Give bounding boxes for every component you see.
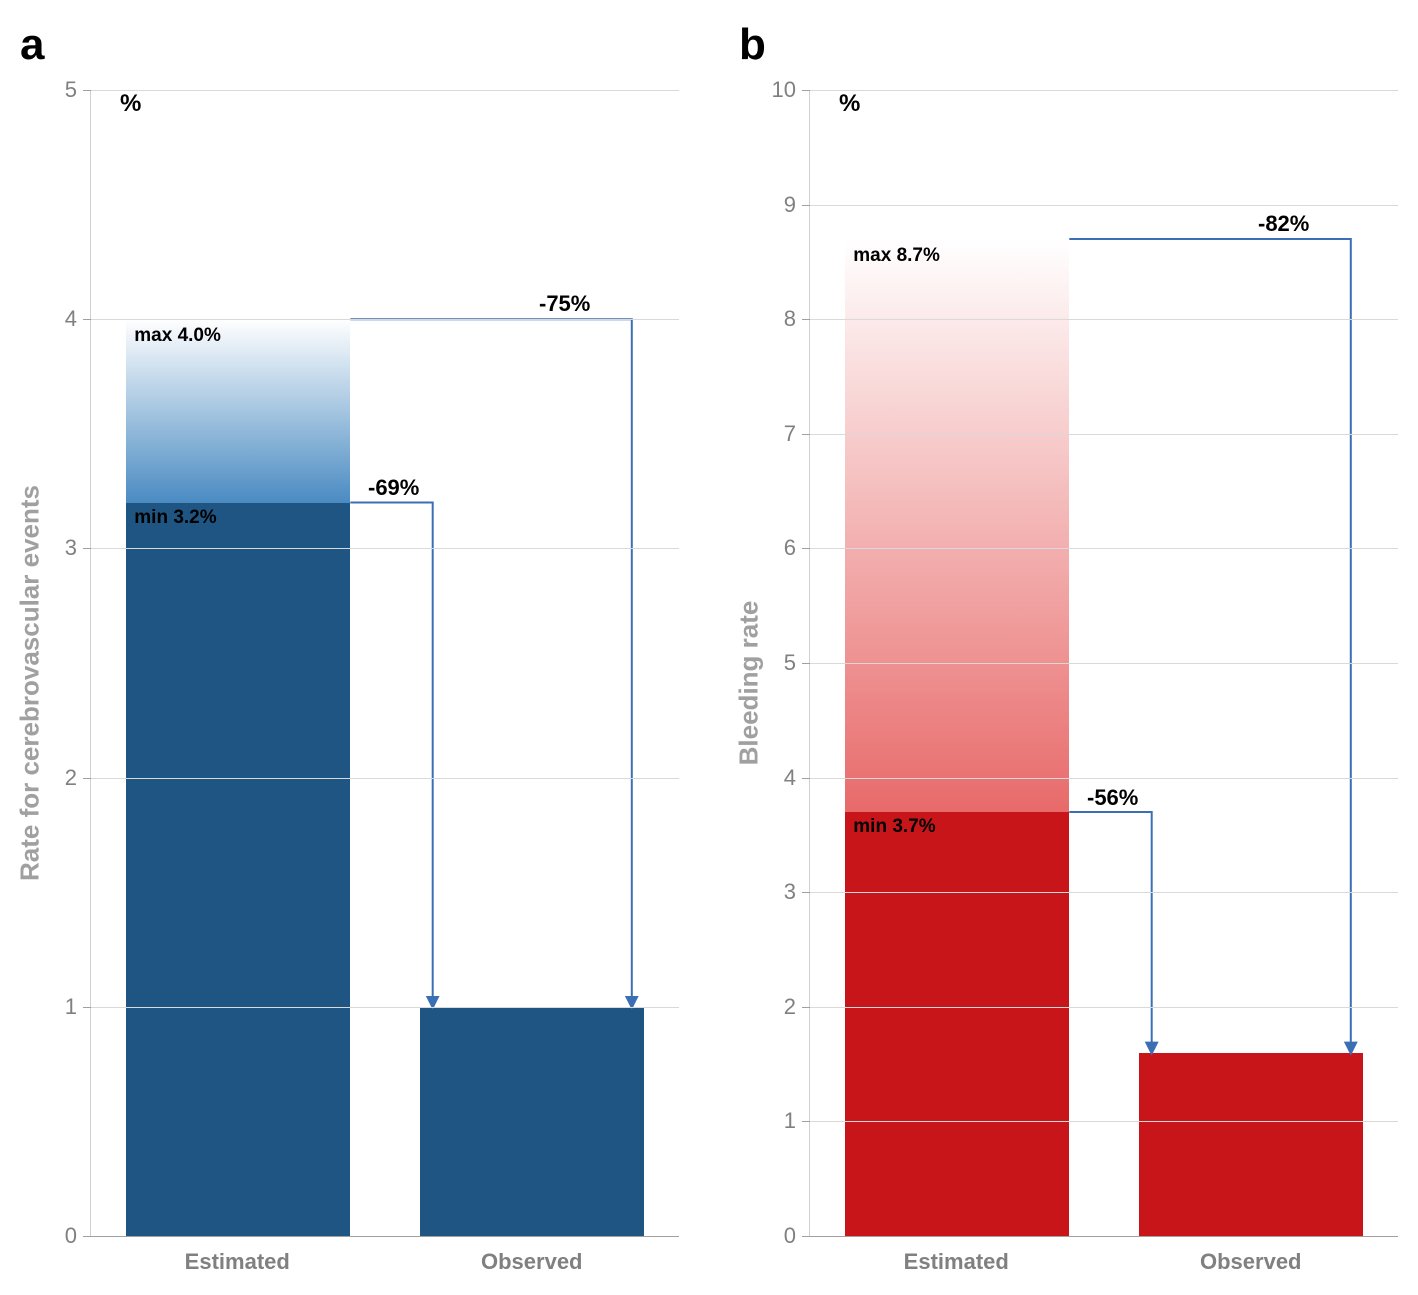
panel-a-observed-bar bbox=[420, 1007, 643, 1236]
gridline bbox=[91, 319, 679, 320]
gridline bbox=[91, 548, 679, 549]
gridline bbox=[810, 205, 1398, 206]
panel-b-estimated-solid bbox=[845, 812, 1068, 1236]
panel-a-observed-slot bbox=[420, 90, 643, 1236]
panel-a: a % Rate for cerebrovascular events max … bbox=[20, 20, 679, 1275]
panel-a-xlabel-observed: Observed bbox=[420, 1249, 644, 1275]
figure-container: a % Rate for cerebrovascular events max … bbox=[20, 20, 1398, 1275]
panel-a-estimated-solid bbox=[126, 503, 349, 1236]
ytick-label: 10 bbox=[772, 77, 810, 103]
panel-b-max-label: max 8.7% bbox=[853, 245, 940, 267]
gridline bbox=[810, 90, 1398, 91]
panel-b-chart-area: Bleeding rate max 8.7% min 3.7% bbox=[739, 90, 1398, 1275]
gridline bbox=[91, 1007, 679, 1008]
panel-b-y-axis-label: Bleeding rate bbox=[734, 600, 765, 765]
panel-a-chart-area: Rate for cerebrovascular events max 4.0%… bbox=[20, 90, 679, 1275]
ytick-label: 4 bbox=[65, 306, 91, 332]
panel-a-x-labels: Estimated Observed bbox=[90, 1249, 679, 1275]
ytick-label: 8 bbox=[784, 306, 810, 332]
ytick-label: 0 bbox=[784, 1223, 810, 1249]
gridline bbox=[810, 434, 1398, 435]
panel-a-xlabel-estimated: Estimated bbox=[125, 1249, 349, 1275]
ytick-label: 3 bbox=[65, 535, 91, 561]
panel-a-plot: max 4.0% min 3.2% -75% -69% 012345 bbox=[90, 90, 679, 1237]
panel-b-observed-bar bbox=[1139, 1053, 1362, 1236]
panel-a-y-axis-label: Rate for cerebrovascular events bbox=[15, 485, 46, 881]
panel-b-reduction-max: -82% bbox=[1258, 211, 1309, 237]
panel-b-min-label: min 3.7% bbox=[853, 816, 935, 838]
panel-b-plot: max 8.7% min 3.7% -82% -56% 012345678910 bbox=[809, 90, 1398, 1237]
ytick-label: 6 bbox=[784, 535, 810, 561]
gridline bbox=[810, 892, 1398, 893]
panel-b-x-labels: Estimated Observed bbox=[809, 1249, 1398, 1275]
ytick-label: 9 bbox=[784, 192, 810, 218]
ytick-label: 7 bbox=[784, 421, 810, 447]
panel-a-plot-wrapper: max 4.0% min 3.2% -75% -69% 012345 Estim… bbox=[90, 90, 679, 1275]
ytick-label: 5 bbox=[65, 77, 91, 103]
panel-a-max-label: max 4.0% bbox=[134, 325, 221, 347]
gridline bbox=[810, 319, 1398, 320]
panel-a-bars: max 4.0% min 3.2% bbox=[91, 90, 679, 1236]
panel-b-xlabel-observed: Observed bbox=[1139, 1249, 1363, 1275]
gridline bbox=[810, 1007, 1398, 1008]
panel-b-label: b bbox=[739, 20, 1398, 70]
panel-b: b % Bleeding rate max 8.7% min 3.7% bbox=[739, 20, 1398, 1275]
ytick-label: 2 bbox=[65, 765, 91, 791]
panel-b-estimated-bar: max 8.7% min 3.7% bbox=[845, 239, 1068, 1236]
gridline bbox=[810, 1121, 1398, 1122]
panel-a-reduction-max: -75% bbox=[539, 291, 590, 317]
panel-b-estimated-gradient bbox=[845, 239, 1068, 812]
ytick-label: 5 bbox=[784, 650, 810, 676]
panel-b-reduction-min: -56% bbox=[1087, 785, 1138, 811]
ytick-label: 0 bbox=[65, 1223, 91, 1249]
gridline bbox=[91, 778, 679, 779]
panel-b-xlabel-estimated: Estimated bbox=[844, 1249, 1068, 1275]
ytick-label: 2 bbox=[784, 994, 810, 1020]
panel-a-estimated-slot: max 4.0% min 3.2% bbox=[126, 90, 349, 1236]
panel-a-label: a bbox=[20, 20, 679, 70]
panel-a-reduction-min: -69% bbox=[368, 475, 419, 501]
gridline bbox=[810, 663, 1398, 664]
ytick-label: 1 bbox=[784, 1108, 810, 1134]
panel-b-plot-wrapper: max 8.7% min 3.7% -82% -56% 012345678910… bbox=[809, 90, 1398, 1275]
gridline bbox=[810, 778, 1398, 779]
gridline bbox=[91, 90, 679, 91]
panel-a-min-label: min 3.2% bbox=[134, 507, 216, 529]
ytick-label: 3 bbox=[784, 879, 810, 905]
ytick-label: 1 bbox=[65, 994, 91, 1020]
ytick-label: 4 bbox=[784, 765, 810, 791]
gridline bbox=[810, 548, 1398, 549]
